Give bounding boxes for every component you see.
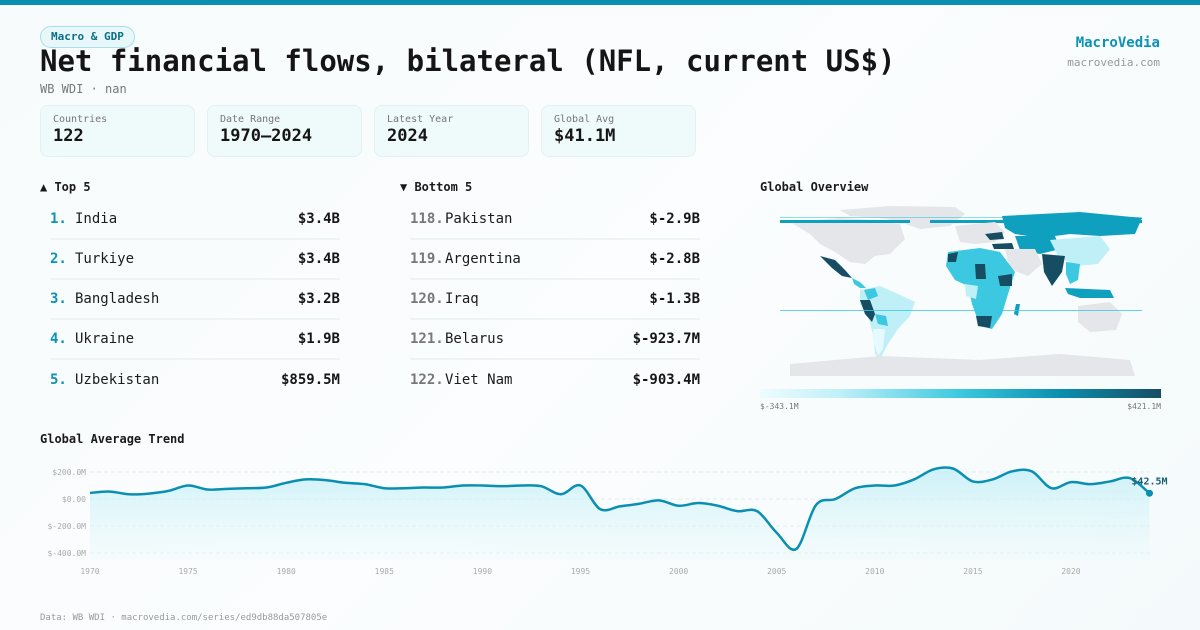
global-average-trend-chart[interactable]: $200.0M $0.00 $-200.0M $-400.0M 1970 1975 198… [0, 455, 1200, 585]
world-choropleth-map[interactable] [780, 204, 1142, 384]
svg-text:1970: 1970 [80, 567, 99, 576]
x-axis-ticks: 1970 1975 1980 1985 1990 1995 2000 2005 2010 2015… [80, 567, 1080, 576]
country-name: Turkiye [75, 251, 135, 267]
country-value: $-2.8B [649, 251, 700, 267]
country-name: Iraq [445, 291, 479, 307]
stat-card-latest-year: Latest Year 2024 [374, 105, 529, 157]
stat-card-global-avg: Global Avg $41.1M [541, 105, 696, 157]
rank-number: 118. [410, 211, 444, 227]
top5-list: ▲ Top 5 1. India $3.4B 2. Turkiye $3.4B … [40, 180, 340, 400]
svg-text:1975: 1975 [178, 567, 197, 576]
trend-line [89, 466, 1151, 552]
country-name: Uzbekistan [75, 372, 160, 388]
country-value: $3.4B [297, 211, 340, 227]
country-value: $3.4B [297, 251, 340, 267]
country-name: Pakistan [445, 211, 513, 227]
rank-number: 121. [410, 331, 444, 347]
list-item[interactable]: 4. Ukraine $1.9B [50, 320, 340, 360]
brand-url[interactable]: macrovedia.com [1067, 56, 1160, 69]
list-item[interactable]: 1. India $3.4B [50, 200, 340, 240]
stat-label: Global Avg [554, 114, 615, 125]
map-title: Global Overview [760, 180, 869, 194]
stat-value: 122 [53, 126, 84, 146]
country-value: $-923.7M [632, 331, 700, 347]
svg-text:1990: 1990 [473, 567, 492, 576]
stat-label: Latest Year [387, 114, 454, 125]
list-item[interactable]: 2. Turkiye $3.4B [50, 240, 340, 280]
list-item[interactable]: 120. Iraq $-1.3B [410, 280, 700, 320]
svg-text:$0.00: $0.00 [62, 495, 86, 504]
rank-number: 120. [410, 291, 444, 307]
svg-text:2010: 2010 [865, 567, 884, 576]
stats-row: Countries 122 Date Range 1970–2024 Lates… [40, 105, 696, 157]
list-item[interactable]: 5. Uzbekistan $859.5M [50, 360, 340, 400]
y-axis-ticks: $200.0M $0.00 $-200.0M $-400.0M [47, 468, 86, 558]
rank-number: 119. [410, 251, 444, 267]
country-name: Argentina [445, 251, 521, 267]
brand-name[interactable]: MacroVedia [1075, 35, 1160, 51]
country-name: Ukraine [75, 331, 135, 347]
country-value: $859.5M [280, 372, 340, 388]
stat-value: 1970–2024 [220, 126, 313, 146]
svg-text:$200.0M: $200.0M [52, 468, 86, 477]
svg-text:1995: 1995 [571, 567, 590, 576]
brand: MacroVedia macrovedia.com [1067, 35, 1160, 69]
rank-number: 5. [50, 372, 67, 388]
bottom5-heading: ▼ Bottom 5 [400, 180, 473, 194]
country-name: Viet Nam [445, 372, 513, 388]
country-name: Belarus [445, 331, 505, 347]
stat-value: 2024 [387, 126, 428, 146]
country-name: India [75, 211, 118, 227]
last-point-marker[interactable] [1145, 489, 1153, 497]
stat-card-date-range: Date Range 1970–2024 [207, 105, 362, 157]
svg-text:2015: 2015 [963, 567, 982, 576]
country-value: $3.2B [297, 291, 340, 307]
last-value-label: $42.5M [1131, 476, 1167, 487]
country-value: $-2.9B [649, 211, 700, 227]
list-item[interactable]: 119. Argentina $-2.8B [410, 240, 700, 280]
stat-label: Date Range [220, 114, 281, 125]
country-name: Bangladesh [75, 291, 160, 307]
country-value: $-903.4M [632, 372, 700, 388]
rank-number: 1. [50, 211, 67, 227]
rank-number: 3. [50, 291, 67, 307]
svg-text:$-200.0M: $-200.0M [47, 522, 86, 531]
country-value: $-1.3B [649, 291, 700, 307]
list-item[interactable]: 3. Bangladesh $3.2B [50, 280, 340, 320]
svg-text:2020: 2020 [1061, 567, 1080, 576]
svg-text:2000: 2000 [669, 567, 688, 576]
legend-max-label: $421.1M [1127, 402, 1161, 411]
page-subtitle: WB WDI · nan [40, 82, 127, 96]
list-item[interactable]: 122. Viet Nam $-903.4M [410, 360, 700, 400]
global-overview-map: Global Overview [760, 180, 1161, 411]
rank-number: 4. [50, 331, 67, 347]
trend-title: Global Average Trend [40, 432, 185, 446]
page-title: Net financial flows, bilateral (NFL, cur… [40, 44, 896, 78]
stat-card-countries: Countries 122 [40, 105, 195, 157]
country-value: $1.9B [297, 331, 340, 347]
legend-min-label: $-343.1M [760, 402, 799, 411]
svg-text:1980: 1980 [277, 567, 296, 576]
legend-color-scale [760, 389, 1161, 398]
rank-number: 2. [50, 251, 67, 267]
top5-heading: ▲ Top 5 [40, 180, 91, 194]
stat-label: Countries [53, 114, 108, 125]
top-accent-bar [0, 0, 1200, 5]
svg-text:$-400.0M: $-400.0M [47, 549, 86, 558]
svg-text:2005: 2005 [767, 567, 786, 576]
footer-source: Data: WB WDI · macrovedia.com/series/ed9… [40, 613, 328, 623]
svg-text:1985: 1985 [375, 567, 394, 576]
trend-area-fill [90, 467, 1150, 560]
bottom5-list: ▼ Bottom 5 118. Pakistan $-2.9B 119. Arg… [400, 180, 700, 400]
list-item[interactable]: 121. Belarus $-923.7M [410, 320, 700, 360]
rank-number: 122. [410, 372, 444, 388]
category-chip[interactable]: Macro & GDP [40, 26, 135, 48]
stat-value: $41.1M [554, 126, 616, 146]
list-item[interactable]: 118. Pakistan $-2.9B [410, 200, 700, 240]
